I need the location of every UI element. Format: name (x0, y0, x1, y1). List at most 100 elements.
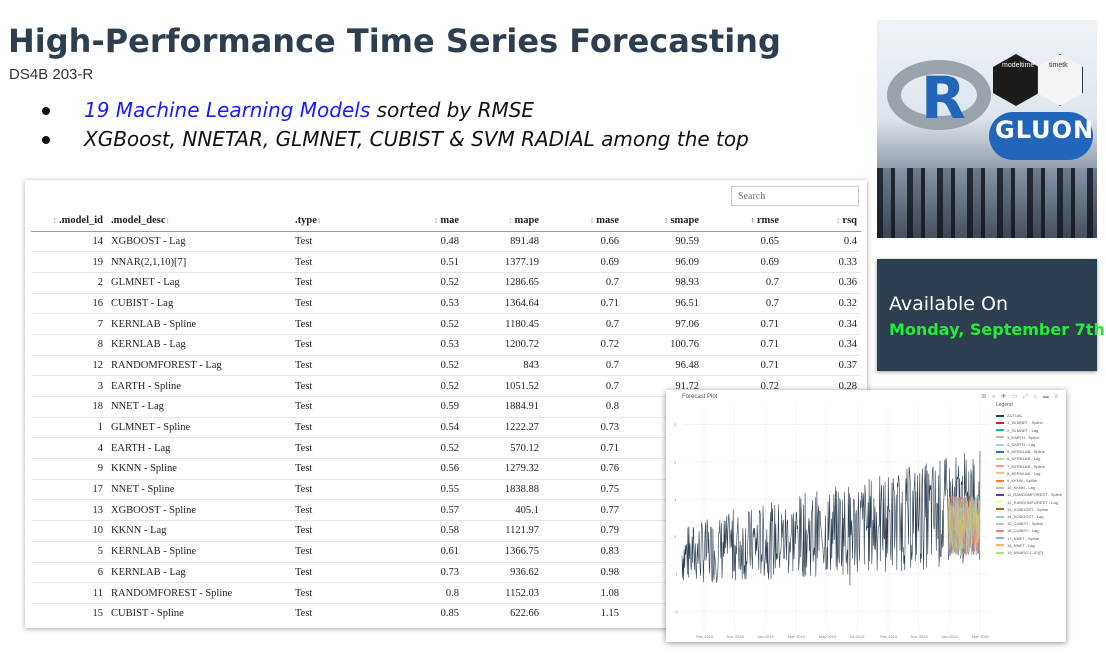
table-cell: 1279.32 (463, 458, 543, 480)
table-cell: 1200.72 (463, 333, 543, 356)
sort-icon: ↕ (663, 214, 669, 225)
y-tick-label: 3 (674, 422, 677, 427)
table-cell: Test (291, 478, 383, 500)
modeltime-hex-label: modeltime (1002, 62, 1035, 69)
table-cell: 0.54 (383, 416, 463, 438)
x-tick-label: Sep 2018 (696, 634, 714, 639)
column-header[interactable]: ↕ mase (543, 210, 623, 232)
legend-item[interactable]: ACTUAL (996, 412, 1062, 419)
legend-item[interactable]: 13_XGBOOST - Spline (996, 506, 1062, 513)
table-cell: 97.06 (623, 313, 703, 335)
sort-icon: ↕ (508, 214, 513, 225)
x-tick-label: Nov 2019 (911, 634, 929, 639)
table-cell: 0.52 (383, 354, 463, 376)
legend-item[interactable]: 16_CUBIST - Lag (996, 527, 1062, 534)
table-cell: 0.71 (703, 354, 783, 376)
timetk-hex-label: timetk (1049, 62, 1068, 69)
column-header[interactable]: ↕ mape (463, 210, 543, 232)
table-cell: KERNLAB - Spline (107, 540, 291, 562)
legend-label: 12_RANDOMFOREST - Lag (1007, 499, 1058, 505)
legend-item[interactable]: 18_NNET - Lag (996, 542, 1062, 549)
column-header[interactable]: ↕ mae (383, 210, 463, 232)
legend-item[interactable]: 19_NNAR(2,1,10)[7] (996, 549, 1062, 556)
legend-item[interactable]: 12_RANDOMFOREST - Lag (996, 499, 1062, 506)
table-row: 2 GLMNET - Lag Test 0.52 1286.65 0.7 98.93 0.7 0… (31, 271, 861, 294)
sort-icon: ↕ (433, 214, 439, 225)
table-row: 3 EARTH - Spline Test 0.52 1051.52 0.7 91.72 0.… (31, 375, 861, 397)
legend-item[interactable]: 5_KERNLAB - Spline (996, 448, 1062, 455)
table-header-row: ↕ .model_id .model_desc↕ .type↕ ↕ mae ↕ map… (31, 210, 861, 232)
table-cell: 18 (31, 396, 107, 418)
actual-series-line (681, 450, 981, 586)
legend-item[interactable]: 9_KKNN - Spline (996, 477, 1062, 484)
table-cell: 0.98 (543, 561, 623, 583)
legend-label: 10_KKNN - Lag (1007, 485, 1036, 491)
legend-label: 9_KKNN - Spline (1007, 478, 1038, 484)
table-cell: 1 (31, 416, 107, 438)
x-tick-label: Sep 2019 (880, 634, 898, 639)
column-header[interactable]: ↑ rmse (703, 210, 783, 232)
legend-swatch (996, 465, 1004, 468)
table-cell: 0.71 (543, 292, 623, 314)
sort-icon: ↕ (165, 214, 171, 225)
table-cell: KKNN - Lag (107, 520, 291, 542)
table-cell: 0.34 (783, 333, 861, 356)
table-cell: 0.85 (383, 602, 463, 625)
legend-item[interactable]: 2_GLMNET - Lag (996, 427, 1062, 434)
legend-item[interactable]: 7_KERNLAB - Spline (996, 463, 1062, 470)
table-cell: Test (291, 602, 383, 625)
table-cell: 1884.91 (463, 396, 543, 418)
legend-item[interactable]: 8_KERNLAB - Lag (996, 470, 1062, 477)
legend-item[interactable]: 15_CUBIST - Spline (996, 520, 1062, 527)
table-cell: 0.52 (383, 271, 463, 294)
legend-swatch (996, 530, 1004, 533)
forecast-plot-panel: 3 2 1 0 -1 -2 Sep 2018 Nov 2018 Jan 2019 Mar 201… (666, 390, 1066, 642)
y-tick-label: 1 (674, 497, 677, 502)
x-tick-label: Jul 2019 (849, 634, 865, 639)
plot-toolbar[interactable]: ⊞ ⌕ ✚ ▭ ⤢ ⌂ ▬ ≡ (981, 394, 1060, 400)
column-header[interactable]: ↕ .model_id (31, 210, 107, 232)
y-tick-label: -2 (674, 609, 678, 614)
table-cell: Test (291, 520, 383, 542)
legend-item[interactable]: 11_RANDOMFOREST - Spline (996, 491, 1062, 498)
legend-item[interactable]: 1_GLMNET - Spline (996, 419, 1062, 426)
r-logo: R (921, 64, 966, 132)
column-header[interactable]: ↕ rsq (783, 210, 861, 232)
legend-item[interactable]: 3_EARTH - Spline (996, 434, 1062, 441)
table-cell: Test (291, 582, 383, 604)
table-cell: 0.8 (383, 582, 463, 604)
column-header[interactable]: .type↕ (291, 210, 383, 232)
plot-legend: Legend ACTUAL 1_GLMNET - Spline 2_GLMNET -… (996, 402, 1062, 556)
search-input[interactable] (731, 186, 859, 206)
table-cell: 0.34 (783, 313, 861, 335)
table-cell: GLMNET - Spline (107, 416, 291, 438)
table-row: 16 CUBIST - Lag Test 0.53 1364.64 0.71 96.51 0.… (31, 292, 861, 314)
legend-item[interactable]: 17_NNET - Spline (996, 535, 1062, 542)
table-cell: 90.59 (623, 230, 703, 252)
bullet-text: XGBoost, NNETAR, GLMNET, CUBIST & SVM RA… (84, 127, 749, 151)
y-tick-label: 0 (674, 534, 677, 539)
table-cell: 6 (31, 561, 107, 583)
table-cell: 1838.88 (463, 478, 543, 500)
legend-item[interactable]: 10_KKNN - Lag (996, 484, 1062, 491)
table-cell: 96.09 (623, 251, 703, 273)
legend-swatch (996, 537, 1004, 540)
table-cell: 1222.27 (463, 416, 543, 438)
legend-swatch (996, 551, 1004, 554)
legend-swatch (996, 486, 1004, 489)
x-tick-label: Jan 2020 (941, 634, 958, 639)
bullet-list: 19 Machine Learning Models sorted by RMS… (40, 96, 749, 154)
table-cell: 3 (31, 375, 107, 397)
legend-label: ACTUAL (1007, 413, 1023, 419)
table-cell: 0.7 (703, 292, 783, 314)
legend-item[interactable]: 6_KERNLAB - Lag (996, 455, 1062, 462)
legend-item[interactable]: 14_XGBOOST - Lag (996, 513, 1062, 520)
legend-swatch (996, 544, 1004, 547)
table-cell: CUBIST - Spline (107, 602, 291, 625)
x-tick-label: May 2019 (819, 634, 837, 639)
legend-item[interactable]: 4_EARTH - Lag (996, 441, 1062, 448)
column-header[interactable]: ↕ smape (623, 210, 703, 232)
bullet-highlight[interactable]: 19 Machine Learning Models (84, 98, 371, 122)
column-header[interactable]: .model_desc↕ (107, 210, 291, 232)
table-cell: Test (291, 540, 383, 562)
